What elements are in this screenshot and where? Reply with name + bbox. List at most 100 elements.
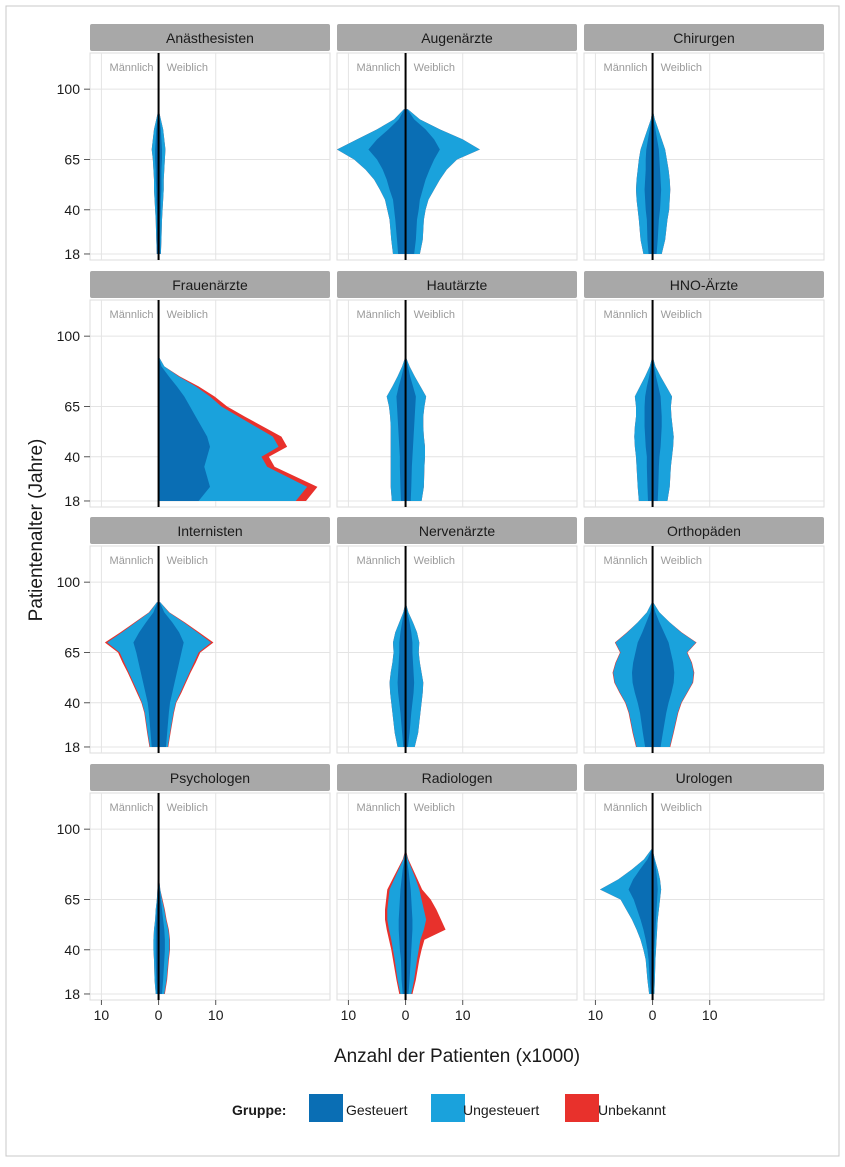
panel-8-female-gesteuert-area — [405, 602, 415, 747]
panel-12-label-weiblich: Weiblich — [661, 802, 702, 814]
x-tick-label: 10 — [455, 1007, 471, 1023]
panel-12-label-maennlich: Männlich — [604, 802, 648, 814]
panel-1-label-weiblich: Weiblich — [167, 62, 208, 74]
panel-10-female-gesteuert-area — [158, 849, 165, 994]
panel-6-label-maennlich: Männlich — [604, 309, 648, 321]
panel-6-male-gesteuert-area — [644, 356, 653, 501]
panel-2-male-gesteuert-area — [368, 109, 406, 254]
panel-3-plot-area — [583, 52, 825, 261]
panel-7-label-maennlich: Männlich — [110, 555, 154, 567]
y-tick-label: 65 — [64, 892, 80, 908]
x-tick-label: 10 — [341, 1007, 357, 1023]
panel-11-plot-area — [336, 792, 578, 1001]
panel-12-title: Urologen — [676, 770, 733, 786]
y-tick-label: 18 — [64, 246, 80, 262]
panel-6-female-gesteuert-area — [652, 356, 662, 501]
panel-10-strip — [90, 764, 330, 791]
panel-11-label-maennlich: Männlich — [357, 802, 401, 814]
panel-8-strip — [337, 517, 577, 544]
panel-5-strip — [337, 271, 577, 298]
y-tick-label: 18 — [64, 493, 80, 509]
panel-5-plot-area — [336, 299, 578, 508]
y-tick-label: 65 — [64, 152, 80, 168]
panel-5-female-gesteuert-area — [405, 356, 416, 501]
x-tick-label: 0 — [402, 1007, 410, 1023]
panel-10-label-weiblich: Weiblich — [167, 802, 208, 814]
legend-label-gesteuert: Gesteuert — [346, 1102, 408, 1118]
panel-9-label-maennlich: Männlich — [604, 555, 648, 567]
panel-1-label-maennlich: Männlich — [110, 62, 154, 74]
legend-title: Gruppe: — [232, 1102, 286, 1118]
legend-label-unbekannt: Unbekannt — [598, 1102, 666, 1118]
panel-4-label-weiblich: Weiblich — [167, 309, 208, 321]
y-tick-label: 18 — [64, 986, 80, 1002]
x-axis-title: Anzahl der Patienten (x1000) — [334, 1046, 580, 1067]
panel-6-label-weiblich: Weiblich — [661, 309, 702, 321]
y-tick-label: 100 — [57, 574, 81, 590]
panel-4-strip — [90, 271, 330, 298]
panel-8-plot-area — [336, 545, 578, 754]
y-axis-title: Patientenalter (Jahre) — [26, 439, 47, 622]
panel-1-strip — [90, 24, 330, 51]
panel-11-strip — [337, 764, 577, 791]
y-tick-label: 65 — [64, 399, 80, 415]
panel-4-female-gesteuert-area — [158, 356, 210, 501]
panel-3-strip — [584, 24, 824, 51]
panel-8-male-gesteuert-area — [397, 602, 406, 747]
panel-1-plot-area — [89, 52, 331, 261]
legend-swatch-gesteuert — [309, 1094, 343, 1122]
panel-5-title: Hautärzte — [427, 277, 488, 293]
panel-6-plot-area — [583, 299, 825, 508]
panel-8-label-weiblich: Weiblich — [414, 555, 455, 567]
legend-swatch-unbekannt — [565, 1094, 599, 1122]
y-tick-label: 100 — [57, 81, 81, 97]
panel-3-title: Chirurgen — [673, 30, 734, 46]
panel-3-label-maennlich: Männlich — [604, 62, 648, 74]
panel-5-label-maennlich: Männlich — [357, 309, 401, 321]
y-tick-label: 18 — [64, 739, 80, 755]
y-tick-label: 65 — [64, 645, 80, 661]
panel-11-title: Radiologen — [422, 770, 493, 786]
panel-12-female-gesteuert-area — [652, 849, 658, 994]
panel-10-plot-area — [89, 792, 331, 1001]
panel-8-title: Nervenärzte — [419, 523, 495, 539]
panel-3-male-gesteuert-area — [644, 109, 653, 254]
panel-4-label-maennlich: Männlich — [110, 309, 154, 321]
panel-7-male-gesteuert-area — [133, 602, 159, 747]
panel-10-title: Psychologen — [170, 770, 250, 786]
panel-6-title: HNO-Ärzte — [670, 277, 739, 293]
panel-2-title: Augenärzte — [421, 30, 493, 46]
x-tick-label: 10 — [94, 1007, 110, 1023]
x-tick-label: 0 — [155, 1007, 163, 1023]
y-tick-label: 40 — [64, 449, 80, 465]
y-tick-label: 100 — [57, 821, 81, 837]
legend-label-ungesteuert: Ungesteuert — [463, 1102, 539, 1118]
panel-5-male-gesteuert-area — [396, 356, 406, 501]
x-tick-label: 10 — [588, 1007, 604, 1023]
panel-3-label-weiblich: Weiblich — [661, 62, 702, 74]
y-tick-label: 40 — [64, 695, 80, 711]
panel-2-strip — [337, 24, 577, 51]
panel-9-female-gesteuert-area — [652, 602, 675, 747]
panel-7-strip — [90, 517, 330, 544]
panel-12-strip — [584, 764, 824, 791]
x-tick-label: 10 — [208, 1007, 224, 1023]
panel-8-label-maennlich: Männlich — [357, 555, 401, 567]
panel-11-female-gesteuert-area — [405, 849, 413, 994]
y-tick-label: 100 — [57, 328, 81, 344]
panel-2-label-maennlich: Männlich — [357, 62, 401, 74]
panel-1-title: Anästhesisten — [166, 30, 254, 46]
panel-4-title: Frauenärzte — [172, 277, 248, 293]
panel-10-label-maennlich: Männlich — [110, 802, 154, 814]
panel-2-label-weiblich: Weiblich — [414, 62, 455, 74]
panel-6-strip — [584, 271, 824, 298]
panel-9-label-weiblich: Weiblich — [661, 555, 702, 567]
panel-9-male-gesteuert-area — [632, 602, 653, 747]
x-tick-label: 0 — [649, 1007, 657, 1023]
panel-2-female-gesteuert-area — [405, 109, 440, 254]
x-tick-label: 10 — [702, 1007, 718, 1023]
panel-11-male-gesteuert-area — [398, 849, 406, 994]
panel-3-female-gesteuert-area — [652, 109, 662, 254]
